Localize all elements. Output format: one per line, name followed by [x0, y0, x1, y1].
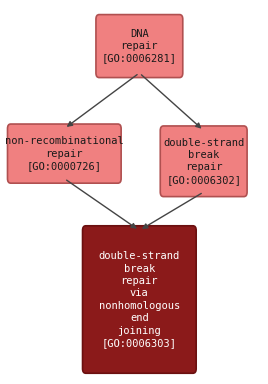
Text: non-recombinational
repair
[GO:0000726]: non-recombinational repair [GO:0000726]	[5, 136, 124, 171]
Text: DNA
repair
[GO:0006281]: DNA repair [GO:0006281]	[102, 29, 177, 63]
FancyBboxPatch shape	[96, 15, 183, 78]
FancyBboxPatch shape	[83, 226, 196, 373]
FancyBboxPatch shape	[8, 124, 121, 183]
Text: double-strand
break
repair
[GO:0006302]: double-strand break repair [GO:0006302]	[163, 138, 244, 185]
Text: double-strand
break
repair
via
nonhomologous
end
joining
[GO:0006303]: double-strand break repair via nonhomolo…	[99, 251, 180, 348]
FancyBboxPatch shape	[160, 126, 247, 197]
